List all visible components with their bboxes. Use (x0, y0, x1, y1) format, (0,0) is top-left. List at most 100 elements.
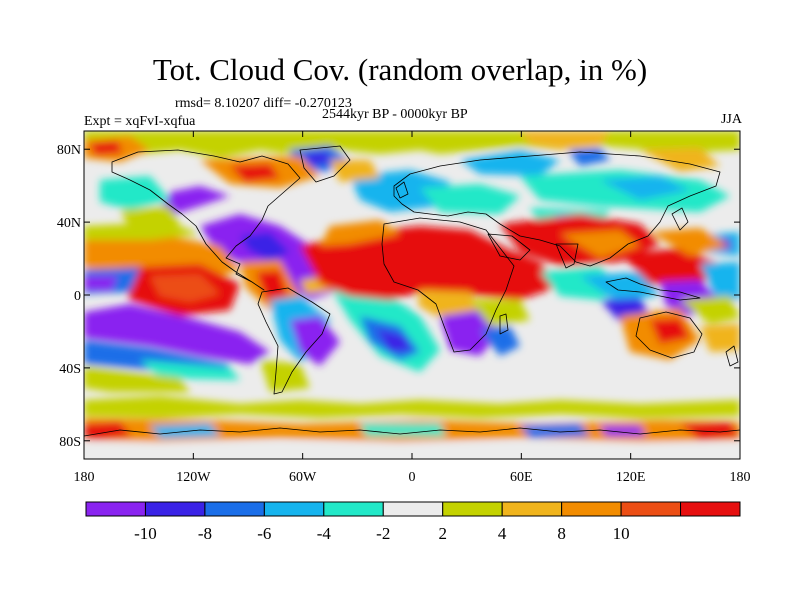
sahara-red (300, 226, 560, 300)
colorbar-label: -6 (257, 524, 271, 543)
antarctic-red-2 (680, 422, 740, 440)
south-atlantic-purple (376, 328, 412, 352)
coast-antarctica (84, 427, 740, 437)
gulf-red (256, 270, 288, 300)
coast-north-america (111, 149, 301, 291)
south-america-purple (290, 316, 340, 366)
europe-orange (330, 160, 380, 182)
north-america-cyan (100, 176, 170, 210)
colorbar-swatch (144, 501, 206, 517)
southern-africa-purple (440, 310, 500, 356)
indian-ocean-blue (580, 272, 660, 304)
y-tick-label: 80N (57, 143, 81, 158)
africa-equator-orange (418, 290, 480, 318)
colorbar-label: -10 (134, 524, 157, 543)
coast-eurasia (393, 151, 721, 267)
colorbar-label: -2 (376, 524, 390, 543)
colorbar-swatch (263, 501, 325, 517)
arctic-purple-1 (304, 152, 332, 166)
madagascar-yellow (470, 300, 530, 326)
y-tick-label: 40N (57, 216, 81, 231)
south-pacific-purple-band (84, 304, 270, 364)
coast-japan (671, 207, 689, 231)
colorbar-label: 4 (498, 524, 507, 543)
colorbar-swatch (85, 501, 146, 517)
west-pacific-cyan (700, 262, 740, 300)
arctic-blue-2 (460, 150, 560, 176)
coast-nz (725, 345, 739, 367)
tasman-yellow (700, 324, 740, 352)
coast-greenland (299, 145, 351, 183)
north-atlantic-red (230, 164, 280, 182)
season-label: JJA (720, 112, 742, 127)
australia-yellow (680, 296, 740, 324)
siberia-orange (640, 148, 720, 172)
south-america-yellow (260, 360, 310, 392)
y-axis: 80N 40N 0 40S 80S (57, 143, 740, 450)
y-tick-label: 80S (59, 435, 81, 450)
x-tick-label: 0 (409, 470, 416, 485)
x-tick-label: 60W (289, 470, 317, 485)
experiment-label: Expt = xqFvI-xqfua (84, 114, 196, 129)
coast-madagascar (499, 313, 509, 335)
colorbar-label: -4 (317, 524, 332, 543)
antarctic-blue-2 (520, 424, 590, 438)
colorbar-swatch (680, 501, 741, 517)
colorbar (85, 501, 741, 517)
antarctic-gray (84, 444, 740, 459)
maritime-orange (650, 228, 730, 256)
maritime-red (620, 248, 720, 286)
colorbar-swatch (442, 501, 503, 517)
sahara-orange-rim (320, 220, 400, 246)
coast-australia (635, 311, 703, 359)
southern-ocean-yellow (84, 396, 740, 418)
x-tick-label: 120W (176, 470, 211, 485)
y-tick-label: 0 (74, 289, 81, 304)
north-america-purple-arc (160, 186, 230, 214)
x-axis: 180 120W 60W 0 60E 120E 180 (74, 131, 751, 485)
east-pacific-red-core (150, 274, 220, 302)
australia-red (650, 318, 690, 344)
colorbar-swatch (204, 501, 265, 517)
colorbar-labels: -10 -8 -6 -4 -2 2 4 8 10 (134, 524, 629, 543)
colorbar-swatch (501, 501, 563, 517)
coast-maritime (605, 277, 701, 301)
colorbar-label: -8 (198, 524, 212, 543)
colorbar-swatch (620, 501, 682, 517)
coastlines (84, 145, 740, 437)
colorbar-swatch (382, 501, 444, 517)
coast-africa (381, 217, 515, 353)
pacific-itcz-purple (84, 276, 118, 290)
arctic-orange (520, 131, 610, 150)
colorbar-swatch (323, 501, 384, 517)
south-pacific-cyan (140, 360, 240, 380)
antarctic-red-1 (84, 422, 132, 440)
east-pacific-yellow (84, 222, 200, 240)
indian-ocean-cyan (540, 266, 620, 300)
south-pacific-yellow (84, 366, 190, 392)
arctic-red-west (90, 141, 122, 155)
antarctic-blue-1 (150, 424, 220, 438)
coast-india (555, 243, 579, 269)
period-label: 2544kyr BP - 0000kyr BP (322, 107, 468, 122)
europe-blue (350, 170, 450, 212)
colorbar-label: 8 (557, 524, 566, 543)
southern-africa-blue (480, 326, 520, 356)
x-tick-label: 180 (74, 470, 95, 485)
asia-blue (600, 176, 690, 200)
colorbar-swatch (561, 501, 622, 517)
colorbar-label: 2 (438, 524, 447, 543)
antarctic-cyan (360, 424, 446, 436)
x-tick-label: 60E (510, 470, 533, 485)
coast-britain (395, 181, 409, 199)
y-tick-label: 40S (59, 362, 81, 377)
chart-title: Tot. Cloud Cov. (random overlap, in %) (152, 52, 648, 87)
colorbar-label: 10 (613, 524, 630, 543)
x-tick-label: 120E (616, 470, 646, 485)
stats-label: rmsd= 8.10207 diff= -0.270123 (175, 96, 352, 111)
europe-cyan (420, 184, 520, 214)
coast-arabia (487, 233, 531, 261)
caribbean-blue (240, 232, 290, 262)
x-tick-label: 180 (730, 470, 751, 485)
